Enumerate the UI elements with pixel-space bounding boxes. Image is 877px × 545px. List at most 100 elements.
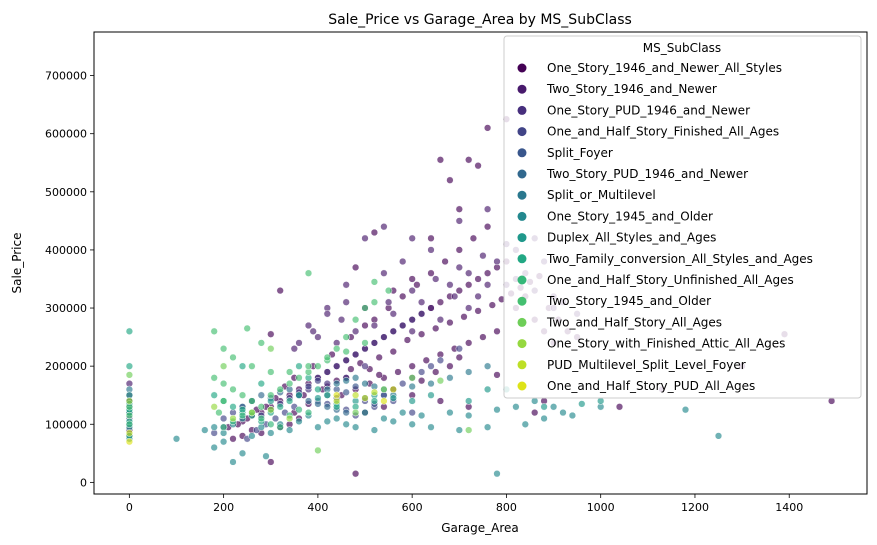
data-point: [479, 252, 487, 260]
data-point: [493, 470, 501, 478]
data-point: [314, 446, 322, 455]
data-point: [333, 362, 341, 370]
data-point: [267, 345, 275, 353]
data-point: [285, 426, 294, 434]
data-point: [248, 432, 256, 440]
data-point: [285, 379, 294, 388]
data-point: [413, 281, 421, 289]
data-point: [210, 403, 218, 411]
data-point: [389, 327, 397, 335]
data-point: [295, 374, 303, 382]
data-point: [210, 374, 218, 382]
legend-entry: Two_and_Half_Story_All_Ages: [546, 315, 722, 329]
data-point: [267, 429, 275, 437]
data-point: [342, 420, 350, 428]
data-point: [389, 394, 397, 402]
data-point: [465, 269, 473, 277]
data-point: [465, 411, 473, 420]
data-point: [474, 162, 482, 170]
legend-marker: [517, 381, 527, 391]
data-point: [380, 333, 388, 341]
data-point: [267, 391, 275, 399]
data-point: [333, 379, 341, 388]
data-point: [446, 408, 454, 417]
data-point: [314, 377, 322, 385]
data-point: [342, 347, 350, 356]
data-point: [380, 269, 388, 277]
data-point: [219, 362, 228, 370]
data-point: [455, 345, 463, 353]
legend-marker: [517, 148, 527, 158]
data-point: [549, 403, 558, 411]
data-point: [389, 310, 397, 318]
data-point: [408, 374, 416, 382]
data-point: [304, 269, 313, 277]
data-point: [304, 408, 313, 417]
x-tick-label: 600: [402, 501, 423, 514]
data-point: [323, 391, 331, 399]
data-point: [455, 286, 463, 295]
data-point: [446, 362, 454, 370]
data-point: [455, 217, 463, 225]
legend-entry: One_and_Half_Story_PUD_All_Ages: [547, 379, 755, 393]
data-point: [465, 397, 473, 405]
data-point: [248, 397, 256, 405]
legend-entry: One_and_Half_Story_Finished_All_Ages: [547, 125, 779, 139]
data-point: [540, 403, 548, 411]
data-point: [483, 269, 492, 277]
data-point: [465, 304, 473, 312]
data-point: [531, 397, 539, 405]
data-point: [436, 377, 445, 385]
data-point: [446, 176, 454, 184]
data-point: [408, 420, 416, 428]
legend-marker: [517, 254, 527, 264]
data-point: [408, 234, 416, 242]
data-point: [361, 339, 369, 347]
data-point: [427, 246, 435, 254]
data-point: [417, 298, 426, 306]
x-tick-label: 400: [307, 501, 328, 514]
legend-marker: [517, 317, 527, 327]
x-axis-label: Garage_Area: [441, 521, 519, 535]
data-point: [285, 368, 294, 376]
data-point: [238, 411, 247, 420]
data-point: [408, 316, 416, 324]
data-point: [295, 417, 303, 426]
data-point: [229, 403, 237, 411]
data-point: [219, 438, 228, 446]
data-point: [384, 286, 393, 295]
data-point: [427, 423, 435, 431]
data-point: [380, 414, 388, 423]
data-point: [465, 426, 473, 434]
data-point: [314, 333, 322, 341]
data-point: [422, 356, 430, 364]
legend-marker: [517, 339, 527, 349]
data-point: [483, 362, 492, 370]
data-point: [314, 385, 322, 394]
data-point: [304, 321, 313, 330]
data-point: [285, 414, 294, 423]
data-point: [267, 330, 275, 338]
data-point: [285, 397, 294, 405]
data-point: [125, 362, 134, 370]
legend-entry: PUD_Multilevel_Split_Level_Foyer: [547, 358, 746, 372]
data-point: [271, 414, 280, 423]
legend-entry: Split_or_Multilevel: [547, 188, 656, 202]
x-tick-label: 1200: [681, 501, 709, 514]
data-point: [714, 432, 723, 440]
data-point: [219, 397, 228, 405]
data-point: [488, 301, 496, 309]
data-point: [479, 333, 487, 341]
data-point: [408, 408, 416, 417]
data-point: [238, 391, 247, 399]
data-point: [267, 458, 275, 466]
legend-marker: [517, 105, 527, 115]
data-point: [483, 385, 492, 394]
data-point: [257, 403, 265, 411]
data-point: [455, 205, 463, 213]
data-point: [125, 327, 134, 335]
data-point: [408, 275, 416, 283]
legend-marker: [517, 63, 527, 73]
legend-entry: One_Story_PUD_1946_and_Newer: [547, 103, 750, 117]
data-point: [399, 321, 407, 330]
